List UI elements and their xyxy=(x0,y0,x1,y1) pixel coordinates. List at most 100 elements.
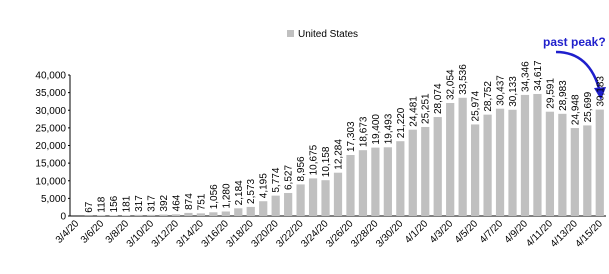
value-label: 392 xyxy=(159,194,170,211)
bar xyxy=(570,128,579,216)
y-tick-label: 40,000 xyxy=(35,71,66,82)
value-label: 33,536 xyxy=(458,64,469,95)
x-tick-label: 4/7/20 xyxy=(478,218,506,246)
value-label: 25,251 xyxy=(421,93,432,124)
bar xyxy=(333,172,343,216)
value-label: 1,280 xyxy=(221,183,232,208)
value-label: 34,346 xyxy=(520,61,531,92)
value-label: 21,220 xyxy=(396,107,407,138)
value-label: 6,527 xyxy=(284,165,295,190)
value-label: 30,437 xyxy=(496,75,507,106)
value-label: 32,054 xyxy=(446,69,457,100)
bar xyxy=(121,215,131,216)
y-tick-label: 25,000 xyxy=(35,123,66,134)
bar xyxy=(196,213,205,216)
bar xyxy=(446,103,455,216)
value-label: 67 xyxy=(84,201,95,213)
bar xyxy=(246,206,255,216)
bar xyxy=(495,108,505,216)
bar xyxy=(109,215,118,216)
value-label: 751 xyxy=(196,193,207,210)
value-label: 8,956 xyxy=(296,156,307,181)
value-label: 25,699 xyxy=(583,91,594,122)
y-tick-label: 15,000 xyxy=(35,159,66,170)
value-label: 10,675 xyxy=(309,144,320,175)
value-label: 1,056 xyxy=(209,184,220,209)
value-label: 12,284 xyxy=(334,139,345,170)
legend-swatch xyxy=(287,30,294,37)
x-tick-label: 3/4/20 xyxy=(54,218,82,246)
bar xyxy=(271,195,280,216)
value-label: 4,195 xyxy=(259,173,270,198)
value-label: 464 xyxy=(171,194,182,211)
value-label: 25,974 xyxy=(471,90,482,121)
x-tick-label: 4/15/20 xyxy=(574,218,606,250)
annotation: past peak? xyxy=(543,35,606,49)
value-label: 10,158 xyxy=(321,146,332,177)
bar xyxy=(209,212,218,216)
bar xyxy=(558,113,567,216)
bar xyxy=(471,124,480,216)
annotation-arrowhead xyxy=(594,87,606,100)
bar xyxy=(221,211,230,216)
bar xyxy=(533,93,542,216)
bar xyxy=(545,111,555,216)
value-label: 118 xyxy=(97,196,108,212)
bar xyxy=(159,214,168,216)
bar xyxy=(171,214,181,216)
bar xyxy=(396,141,405,216)
bar xyxy=(234,208,243,216)
value-label: 2,184 xyxy=(234,180,245,205)
x-tick-label: 4/1/20 xyxy=(403,218,431,246)
y-tick-label: 5,000 xyxy=(41,194,66,205)
value-label: 29,591 xyxy=(545,78,556,109)
bar xyxy=(371,147,380,216)
bar xyxy=(458,97,467,216)
y-tick-label: 10,000 xyxy=(35,176,66,187)
annotation-arrow xyxy=(555,50,602,93)
value-label: 19,493 xyxy=(383,113,394,144)
y-tick-label: 30,000 xyxy=(35,106,66,117)
value-label: 34,617 xyxy=(533,60,544,91)
value-label: 18,673 xyxy=(358,116,369,147)
bar xyxy=(308,178,318,216)
value-label: 2,573 xyxy=(246,178,257,203)
legend-label: United States xyxy=(298,29,358,40)
y-tick-label: 0 xyxy=(60,212,66,223)
bar xyxy=(346,155,355,216)
value-label: 28,752 xyxy=(483,81,494,112)
value-label: 19,400 xyxy=(371,114,382,145)
value-label: 30,183 xyxy=(595,76,606,107)
value-label: 317 xyxy=(147,195,158,212)
bar xyxy=(184,212,193,216)
value-label: 874 xyxy=(184,193,195,210)
bar xyxy=(383,147,392,216)
value-label: 24,481 xyxy=(408,96,419,127)
bar xyxy=(408,129,417,216)
value-label: 28,983 xyxy=(558,80,569,111)
value-label: 5,774 xyxy=(271,167,282,192)
bar xyxy=(508,109,517,216)
x-tick-label: 4/3/20 xyxy=(428,218,456,246)
value-label: 181 xyxy=(122,195,133,212)
bar xyxy=(520,94,530,216)
x-tick-label: 4/5/20 xyxy=(453,218,481,246)
bar xyxy=(296,184,305,216)
bar xyxy=(358,150,368,216)
value-label: 30,133 xyxy=(508,76,519,107)
bar xyxy=(595,109,604,216)
y-tick-label: 20,000 xyxy=(35,141,66,152)
bar xyxy=(433,117,442,216)
bar xyxy=(421,126,430,216)
bar xyxy=(483,114,492,216)
x-tick-label: 3/30/20 xyxy=(374,218,406,250)
bar xyxy=(146,214,156,216)
value-label: 156 xyxy=(109,195,120,212)
bar xyxy=(583,125,592,216)
bar xyxy=(321,180,330,216)
bar xyxy=(259,201,268,216)
value-label: 317 xyxy=(134,195,145,212)
value-label: 24,948 xyxy=(570,94,581,125)
